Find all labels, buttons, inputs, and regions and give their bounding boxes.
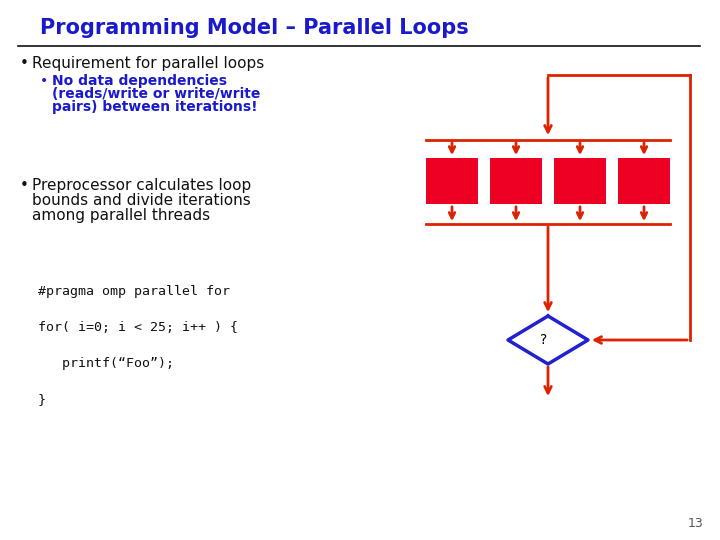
Text: (reads/write or write/write: (reads/write or write/write (52, 87, 261, 101)
Text: Requirement for parallel loops: Requirement for parallel loops (32, 56, 264, 71)
Text: printf(“Foo”);: printf(“Foo”); (38, 357, 174, 370)
Text: Programming Model – Parallel Loops: Programming Model – Parallel Loops (40, 18, 469, 38)
Text: •: • (20, 56, 29, 71)
Text: }: } (38, 393, 46, 406)
Text: bounds and divide iterations: bounds and divide iterations (32, 193, 251, 208)
Bar (554, 158, 606, 204)
Bar (426, 158, 478, 204)
Text: ?: ? (541, 333, 548, 347)
Text: pairs) between iterations!: pairs) between iterations! (52, 100, 258, 114)
Text: among parallel threads: among parallel threads (32, 208, 210, 223)
Polygon shape (508, 316, 588, 364)
Text: Preprocessor calculates loop: Preprocessor calculates loop (32, 178, 251, 193)
Bar (490, 158, 542, 204)
Text: 13: 13 (688, 517, 703, 530)
Text: •: • (40, 74, 48, 88)
Text: for( i=0; i < 25; i++ ) {: for( i=0; i < 25; i++ ) { (38, 321, 238, 334)
Text: #pragma omp parallel for: #pragma omp parallel for (38, 285, 230, 298)
Text: No data dependencies: No data dependencies (52, 74, 227, 88)
Text: •: • (20, 178, 29, 193)
Bar (618, 158, 670, 204)
